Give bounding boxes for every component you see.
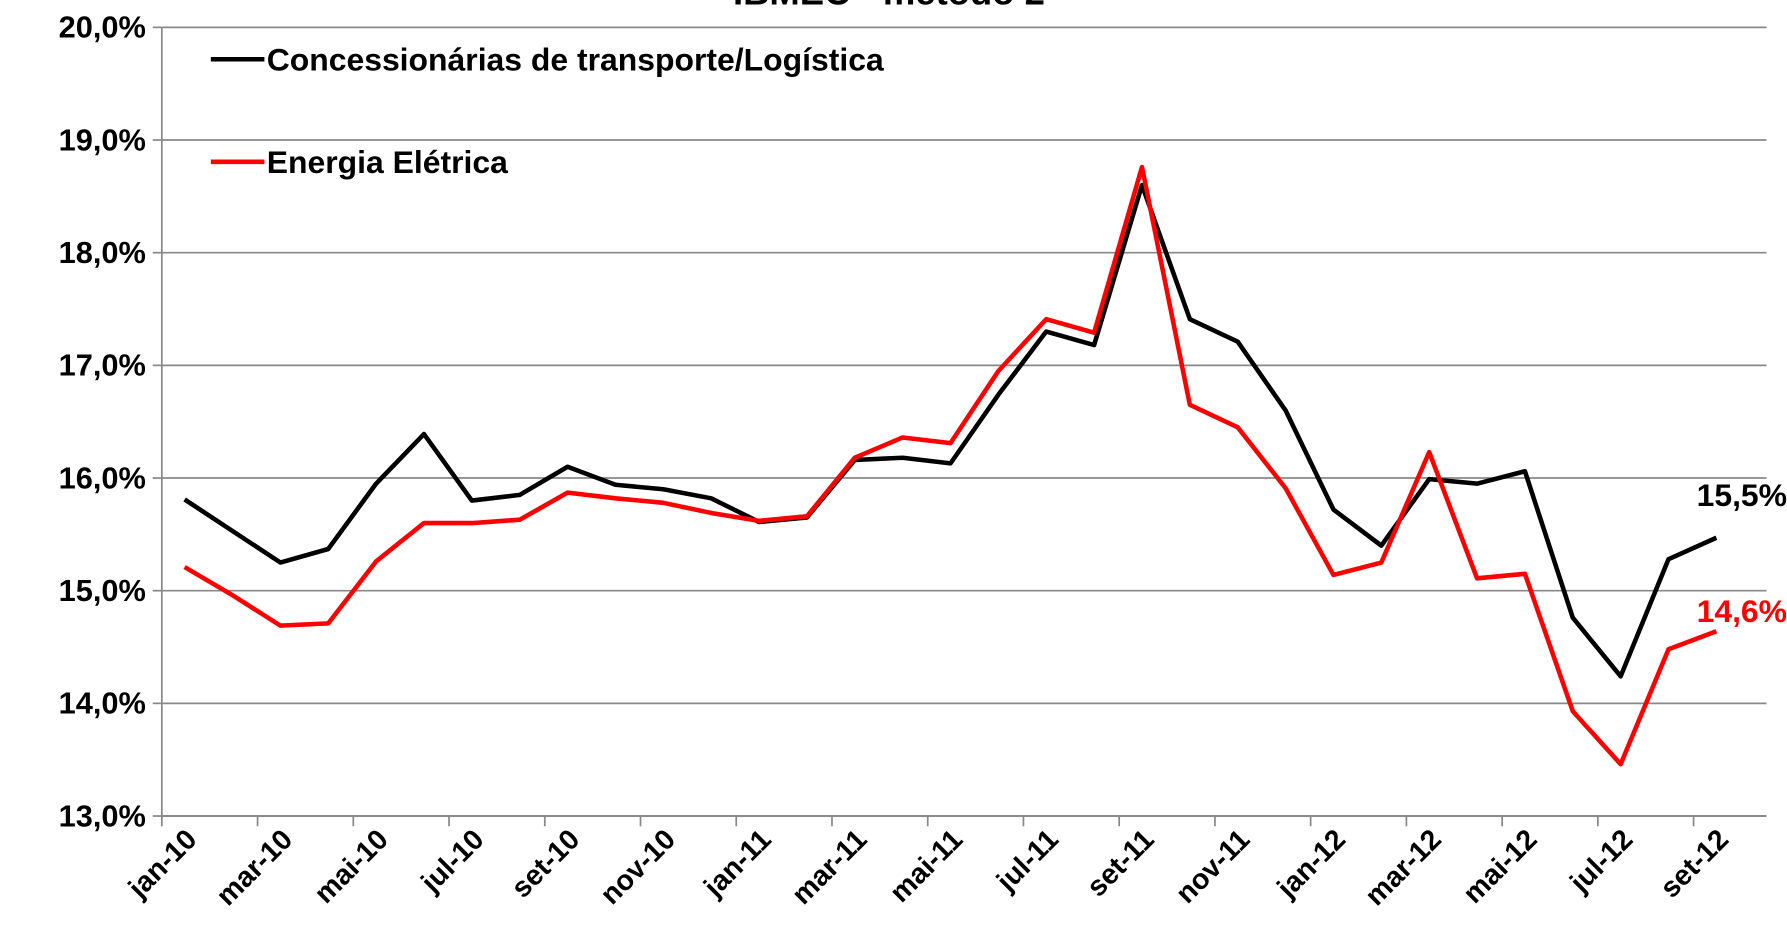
y-tick-label: 13,0% [59,798,146,833]
x-tick-label: mar-10 [210,823,299,912]
x-tick-label: jul-10 [415,823,491,899]
x-tick-label: nov-10 [594,823,682,911]
x-tick-label: jul-11 [990,823,1065,898]
x-tick-label: jan-11 [697,823,778,904]
x-tick-label: mar-12 [1359,823,1448,912]
x-tick-label: mai-12 [1457,823,1543,909]
x-tick-label: mar-11 [786,823,874,911]
y-tick-label: 20,0% [59,10,146,45]
y-tick-label: 16,0% [59,460,146,495]
x-tick-label: jul-12 [1563,823,1639,899]
x-tick-label: mai-11 [884,823,969,908]
chart-title: IBMEC - método 2 [733,0,1045,13]
x-tick-label: mai-10 [308,823,394,909]
legend-label: Energia Elétrica [267,144,508,180]
y-tick-label: 17,0% [59,348,146,383]
y-tick-label: 19,0% [59,122,146,157]
series-line [183,164,1718,767]
x-tick-label: jan-10 [122,823,204,905]
series-line [183,182,1718,679]
y-tick-label: 14,0% [59,686,146,721]
legend-label: Concessionárias de transporte/Logística [267,42,884,78]
x-tick-label: nov-11 [1170,823,1257,910]
x-tick-label: jan-12 [1271,823,1353,905]
y-tick-label: 18,0% [59,235,146,270]
x-tick-label: set-11 [1081,823,1161,903]
data-label: 14,6% [1697,593,1787,629]
y-tick-label: 15,0% [59,573,146,608]
x-tick-label: set-10 [505,823,586,904]
x-tick-label: set-12 [1654,823,1735,904]
plot-area: IBMEC - método 2 13,0% 14,0% 15,0% 16,0% 17,… [59,0,1787,912]
data-label: 15,5% [1697,477,1787,513]
